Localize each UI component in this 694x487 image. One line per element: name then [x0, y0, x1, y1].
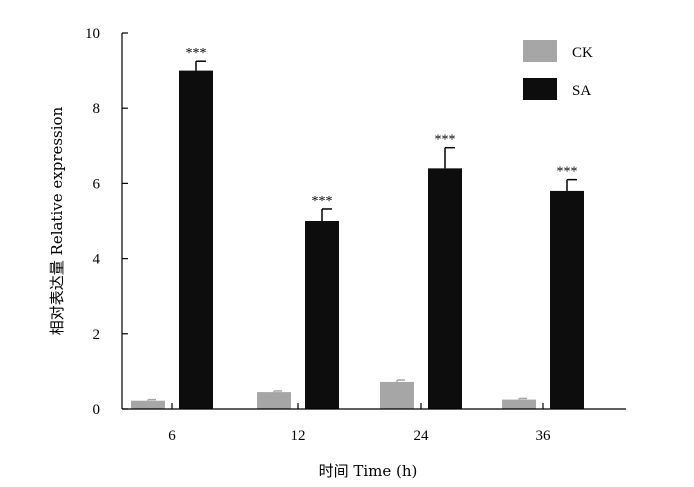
legend-swatch-sa — [523, 78, 557, 100]
y-tick-label: 2 — [93, 327, 101, 343]
error-bars-layer — [147, 60, 577, 401]
y-tick-label: 6 — [93, 176, 101, 192]
bars-layer — [131, 70, 584, 409]
x-axis-title: 时间 Time (h) — [319, 462, 418, 480]
legend-label-sa: SA — [572, 83, 591, 99]
bar-ck-36 — [502, 399, 536, 409]
x-tick-label: 6 — [168, 428, 176, 444]
y-tick-label: 4 — [93, 252, 101, 268]
significance-layer: *** *** *** *** — [186, 46, 578, 209]
significance-label: *** — [186, 46, 207, 61]
bar-sa-24 — [428, 168, 462, 409]
x-tick-label: 36 — [536, 428, 552, 444]
y-ticks: 0 2 4 6 8 10 — [85, 26, 128, 418]
axes-layer — [121, 33, 626, 410]
y-axis-title: 相对表达量 Relative expression — [48, 106, 66, 335]
legend-swatch-ck — [523, 40, 557, 62]
significance-label: *** — [312, 194, 333, 209]
y-tick-label: 8 — [93, 101, 101, 117]
x-tick-label: 24 — [414, 428, 430, 444]
legend: CK SA — [523, 40, 593, 100]
x-tick-label: 12 — [291, 428, 306, 444]
bar-sa-12 — [305, 221, 339, 409]
bar-ck-12 — [257, 392, 291, 409]
significance-label: *** — [557, 165, 578, 180]
bar-ck-6 — [131, 400, 165, 409]
bar-sa-6 — [179, 70, 213, 409]
legend-label-ck: CK — [572, 45, 593, 61]
y-tick-label: 10 — [85, 26, 100, 42]
x-ticks: 6 12 24 36 — [168, 403, 551, 444]
bar-ck-24 — [380, 381, 414, 409]
bar-sa-36 — [550, 190, 584, 409]
significance-label: *** — [435, 133, 456, 148]
y-tick-label: 0 — [93, 402, 101, 418]
